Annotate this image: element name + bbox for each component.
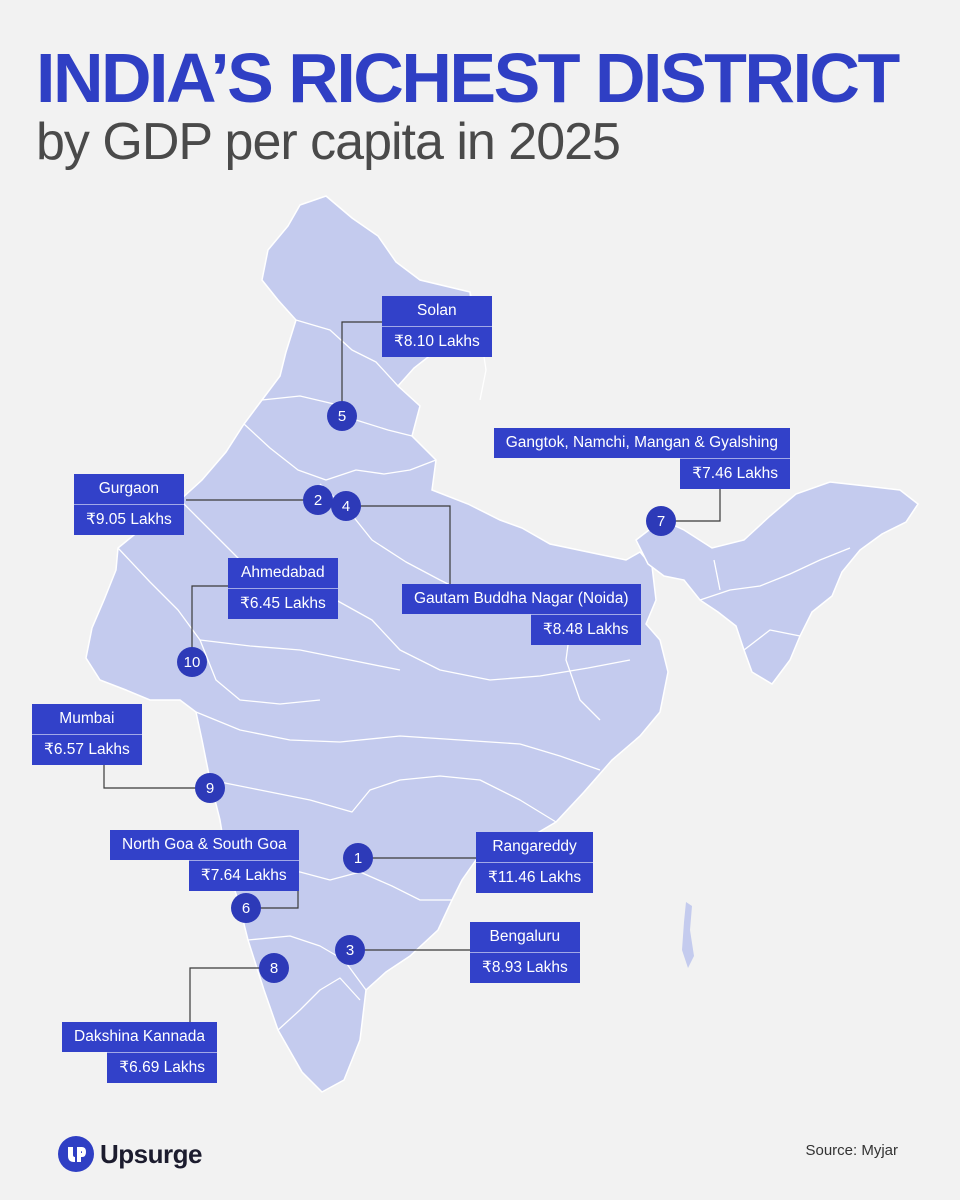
marker-2[interactable]: 2 [303,485,333,515]
page-subtitle: by GDP per capita in 2025 [36,113,621,171]
label-solan: Solan ₹8.10 Lakhs [382,296,492,357]
label-noida: Gautam Buddha Nagar (Noida) ₹8.48 Lakhs [402,584,641,645]
district-name: Ahmedabad [228,558,338,588]
district-name: Gautam Buddha Nagar (Noida) [402,584,641,614]
label-gangtok: Gangtok, Namchi, Mangan & Gyalshing ₹7.4… [493,428,790,489]
district-value: ₹7.64 Lakhs [188,860,299,891]
marker-9-label: 9 [206,780,214,797]
district-name: North Goa & South Goa [110,830,299,860]
label-goa: North Goa & South Goa ₹7.64 Lakhs [110,830,299,891]
district-value: ₹7.46 Lakhs [680,458,790,489]
marker-3-label: 3 [346,942,354,959]
source-credit: Source: Myjar [805,1142,898,1159]
district-value: ₹9.05 Lakhs [74,504,184,535]
andaman-islands [682,902,694,968]
label-dakshina-kannada: Dakshina Kannada ₹6.69 Lakhs [62,1022,217,1083]
marker-8[interactable]: 8 [259,953,289,983]
district-value: ₹8.48 Lakhs [530,614,641,645]
district-name: Gangtok, Namchi, Mangan & Gyalshing [493,428,790,458]
label-mumbai: Mumbai ₹6.57 Lakhs [32,704,142,765]
brand-logo: Upsurge [58,1136,202,1172]
marker-5-label: 5 [338,408,346,425]
district-name: Bengaluru [470,922,580,952]
district-name: Mumbai [32,704,142,734]
marker-6-label: 6 [242,900,250,917]
brand-name: Upsurge [100,1138,202,1169]
marker-1[interactable]: 1 [343,843,373,873]
district-value: ₹6.45 Lakhs [228,588,338,619]
page-title: INDIA’S RICHEST DISTRICT [36,39,900,117]
district-value: ₹11.46 Lakhs [476,862,594,893]
marker-10-label: 10 [184,654,201,671]
marker-4-label: 4 [342,498,350,515]
northeast-india [635,481,920,685]
upsurge-logo-icon [58,1136,94,1172]
district-value: ₹6.57 Lakhs [32,734,142,765]
label-rangareddy: Rangareddy ₹11.46 Lakhs [476,832,594,893]
marker-6[interactable]: 6 [231,893,261,923]
marker-10[interactable]: 10 [177,647,207,677]
marker-2-label: 2 [314,492,322,509]
marker-7[interactable]: 7 [646,506,676,536]
district-name: Gurgaon [74,474,184,504]
rank-markers: 1 2 3 4 5 6 7 8 9 10 [177,401,676,983]
marker-7-label: 7 [657,513,665,530]
marker-5[interactable]: 5 [327,401,357,431]
district-name: Rangareddy [476,832,594,862]
marker-4[interactable]: 4 [331,491,361,521]
label-bengaluru: Bengaluru ₹8.93 Lakhs [470,922,580,983]
district-name: Solan [382,296,492,326]
marker-1-label: 1 [354,850,362,867]
district-name: Dakshina Kannada [62,1022,217,1052]
marker-8-label: 8 [270,960,278,977]
marker-3[interactable]: 3 [335,935,365,965]
label-gurgaon: Gurgaon ₹9.05 Lakhs [74,474,184,535]
marker-9[interactable]: 9 [195,773,225,803]
district-value: ₹8.10 Lakhs [382,326,492,357]
district-value: ₹6.69 Lakhs [107,1052,217,1083]
label-ahmedabad: Ahmedabad ₹6.45 Lakhs [228,558,338,619]
district-value: ₹8.93 Lakhs [470,952,580,983]
